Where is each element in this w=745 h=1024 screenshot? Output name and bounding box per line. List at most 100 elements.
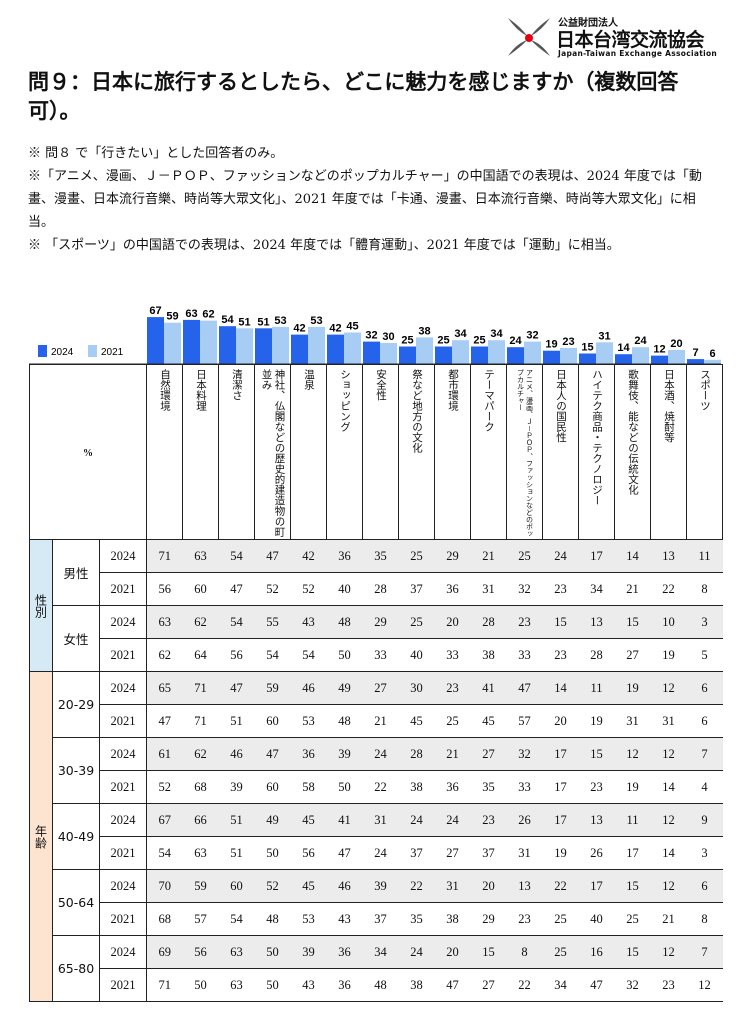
category-header: ハイテク商品・テクノロジー <box>578 364 615 540</box>
value-cell: 48 <box>326 605 363 639</box>
legend-swatch-2021 <box>88 345 97 357</box>
value-cell: 19 <box>614 770 651 804</box>
category-label: 清潔さ <box>231 369 243 401</box>
value-cell: 50 <box>254 935 291 969</box>
category-header: 温泉 <box>290 364 327 540</box>
value-cell: 33 <box>362 638 399 672</box>
value-cell: 24 <box>362 836 399 870</box>
data-label: 34 <box>490 328 503 340</box>
year-label: 2021 <box>99 836 147 870</box>
value-cell: 31 <box>434 869 471 903</box>
value-cell: 15 <box>542 605 579 639</box>
value-cell: 27 <box>362 671 399 705</box>
value-cell: 14 <box>650 770 687 804</box>
value-cell: 56 <box>290 836 327 870</box>
value-cell: 57 <box>182 902 219 936</box>
value-cell: 60 <box>254 704 291 738</box>
value-cell: 45 <box>398 704 435 738</box>
data-label: 31 <box>598 330 610 342</box>
legend-label: 2021 <box>101 347 124 358</box>
value-cell: 45 <box>470 704 507 738</box>
value-cell: 36 <box>434 572 471 606</box>
value-cell: 43 <box>290 605 327 639</box>
value-cell: 13 <box>578 803 615 837</box>
value-cell: 50 <box>326 638 363 672</box>
value-cell: 25 <box>542 935 579 969</box>
table-row: 30-39 2024 61 62 46 47 36 39 24 28 21 27 32 17 15 12 12 7 <box>30 737 723 804</box>
value-cell: 56 <box>218 638 255 672</box>
value-cell: 47 <box>254 539 291 573</box>
value-cell: 25 <box>434 704 471 738</box>
category-label: 祭など地方の文化 <box>411 369 423 453</box>
category-label: 都市環境 <box>447 369 459 411</box>
value-cell: 17 <box>542 803 579 837</box>
legend-label: 2024 <box>51 347 74 358</box>
value-cell: 21 <box>434 737 471 771</box>
bar-2021 <box>632 347 649 364</box>
unit-header: % <box>29 364 147 540</box>
category-label: 日本料理 <box>195 369 207 411</box>
value-cell: 48 <box>326 704 363 738</box>
value-cell: 58 <box>290 770 327 804</box>
value-cell: 19 <box>542 836 579 870</box>
value-cell: 20 <box>542 704 579 738</box>
bar-2021 <box>668 350 685 364</box>
data-label: 45 <box>346 321 358 333</box>
note-2: ※「アニメ、漫画、Ｊ－ＰＯＰ、ファッションなどのポップカルチャー」の中国語での表… <box>28 169 702 230</box>
group-label: 年齢 <box>29 671 53 1002</box>
table-row: 2021 52 68 39 60 58 50 22 38 36 35 33 17 23 19 14 4 <box>30 770 723 804</box>
value-cell: 23 <box>470 803 507 837</box>
value-cell: 17 <box>542 770 579 804</box>
table-row: 2021 54 63 51 50 56 47 24 37 27 37 31 19 26 17 14 3 <box>30 836 723 870</box>
data-label: 6 <box>709 348 715 360</box>
org-english-name: Japan-Taiwan Exchange Association <box>558 49 718 58</box>
value-cell: 52 <box>254 869 291 903</box>
category-label: 日本人の国民性 <box>555 369 567 443</box>
value-cell: 12 <box>650 935 687 969</box>
value-cell: 68 <box>182 770 219 804</box>
year-label: 2024 <box>99 935 147 969</box>
value-cell: 25 <box>542 902 579 936</box>
legend-swatch-2024 <box>38 345 47 357</box>
value-cell: 54 <box>218 539 255 573</box>
table-row: 2021 68 57 54 48 53 43 37 35 38 29 23 25 40 25 21 8 <box>30 902 723 936</box>
value-cell: 54 <box>290 638 327 672</box>
data-label: 12 <box>653 344 665 356</box>
category-label: 自然環境 <box>159 369 171 411</box>
value-cell: 47 <box>326 836 363 870</box>
bar-2024 <box>183 319 200 364</box>
data-label: 25 <box>437 335 449 347</box>
value-cell: 6 <box>686 869 723 903</box>
table-row: 65-80 2024 69 56 63 50 39 36 34 24 20 15 8 25 16 15 12 7 <box>30 935 723 1002</box>
data-label: 23 <box>562 336 574 348</box>
bar-2021 <box>272 326 289 364</box>
subgroup-label: 40-49 <box>52 803 100 870</box>
value-cell: 38 <box>398 968 435 1002</box>
value-cell: 19 <box>650 638 687 672</box>
bar-2021 <box>596 342 613 364</box>
value-cell: 62 <box>146 638 183 672</box>
value-cell: 37 <box>398 572 435 606</box>
value-cell: 33 <box>434 638 471 672</box>
subgroup-label: 65-80 <box>52 935 100 1002</box>
value-cell: 31 <box>470 572 507 606</box>
value-cell: 32 <box>506 737 543 771</box>
value-cell: 20 <box>470 869 507 903</box>
value-cell: 71 <box>182 671 219 705</box>
value-cell: 38 <box>398 770 435 804</box>
value-cell: 28 <box>578 638 615 672</box>
value-cell: 48 <box>254 902 291 936</box>
value-cell: 19 <box>614 671 651 705</box>
year-label: 2024 <box>99 671 147 705</box>
value-cell: 27 <box>470 968 507 1002</box>
data-label: 19 <box>545 339 557 351</box>
value-cell: 46 <box>326 869 363 903</box>
data-label: 32 <box>526 330 538 342</box>
bar-2024 <box>327 334 344 364</box>
value-cell: 59 <box>182 869 219 903</box>
value-cell: 14 <box>650 836 687 870</box>
org-name: 日本台湾交流協会 <box>556 29 705 51</box>
data-label: 53 <box>310 315 322 327</box>
value-cell: 48 <box>362 968 399 1002</box>
value-cell: 31 <box>650 704 687 738</box>
